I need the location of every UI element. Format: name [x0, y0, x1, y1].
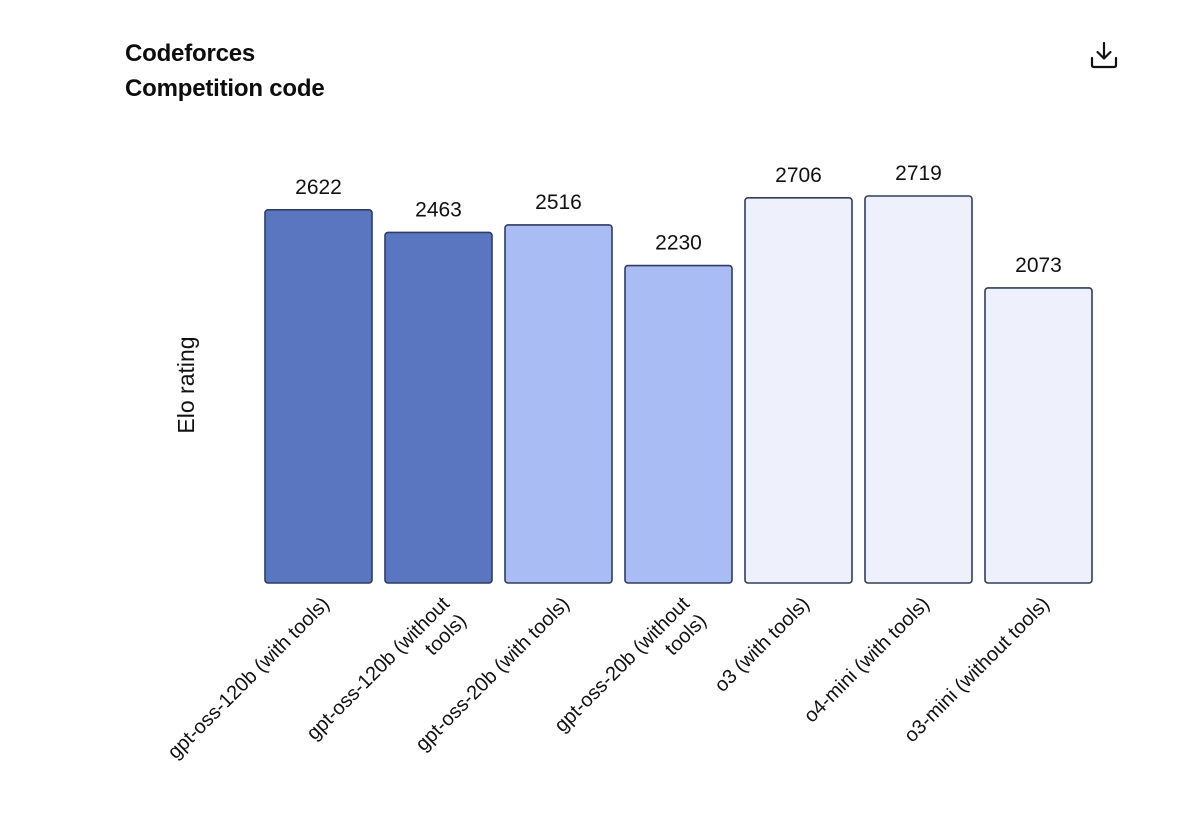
bar-1: [384, 231, 493, 584]
download-button[interactable]: [1086, 37, 1122, 73]
category-label-5: o4-mini (with tools): [800, 593, 934, 727]
bar-3: [624, 264, 733, 584]
value-label-0: 2622: [295, 176, 342, 199]
chart-title: Codeforces: [125, 40, 256, 67]
value-label-1: 2463: [415, 198, 462, 221]
y-axis-label: Elo rating: [173, 336, 199, 433]
category-label-3: gpt-oss-20b (withouttools): [550, 593, 711, 754]
bar-2: [504, 224, 613, 584]
value-label-6: 2073: [1015, 254, 1062, 277]
category-label-0: gpt-oss-120b (with tools): [164, 593, 334, 763]
bar-0: [264, 209, 373, 584]
category-label-4: o3 (with tools): [710, 593, 814, 697]
value-label-5: 2719: [895, 162, 942, 185]
category-label-3-line-0: gpt-oss-20b (without: [550, 593, 694, 737]
category-labels-layer: gpt-oss-120b (with tools)gpt-oss-120b (w…: [164, 593, 1054, 764]
chart-title-block: Codeforces Competition code: [125, 36, 325, 106]
category-label-4-line-0: o3 (with tools): [710, 593, 814, 697]
value-label-2: 2516: [535, 191, 582, 214]
value-labels-layer: 2622 2463 2516 2230 2706 2719 2073: [295, 162, 1062, 277]
value-label-3: 2230: [655, 232, 702, 255]
category-label-0-line-0: gpt-oss-120b (with tools): [164, 593, 334, 763]
bars-layer: [264, 195, 1093, 584]
download-icon: [1090, 41, 1118, 69]
value-label-4: 2706: [775, 164, 822, 187]
bar-4: [744, 197, 853, 584]
bar-6: [984, 287, 1093, 584]
chart-subtitle: Competition code: [125, 75, 325, 102]
bar-5: [864, 195, 973, 584]
category-label-5-line-0: o4-mini (with tools): [800, 593, 934, 727]
